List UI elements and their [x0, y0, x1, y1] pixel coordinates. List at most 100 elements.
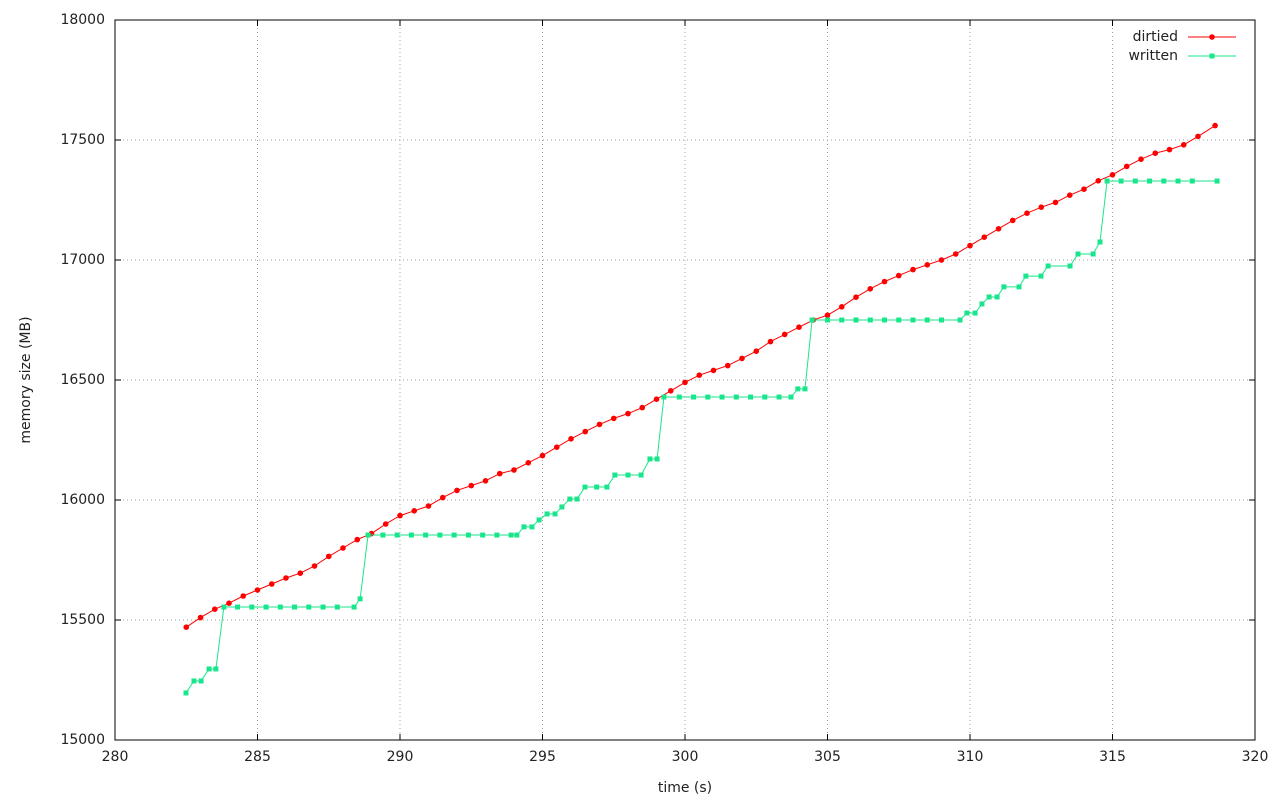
legend-label: written: [1128, 48, 1178, 64]
data-point: [1195, 133, 1201, 140]
data-point: [1045, 263, 1051, 269]
data-point: [802, 386, 808, 392]
data-point: [277, 604, 283, 610]
data-point: [437, 532, 443, 538]
data-point: [939, 317, 944, 323]
data-point: [311, 563, 318, 569]
data-point: [1023, 273, 1029, 279]
data-point: [719, 394, 725, 400]
data-point: [354, 536, 361, 543]
data-point: [682, 379, 688, 386]
data-point: [451, 532, 457, 538]
data-point: [1066, 192, 1073, 198]
data-point: [994, 294, 1000, 300]
data-point: [536, 517, 542, 523]
x-tick-label: 290: [387, 749, 414, 765]
data-point: [724, 362, 731, 369]
data-point: [334, 604, 340, 610]
data-point: [1097, 239, 1103, 245]
data-point: [1132, 178, 1138, 184]
legend-label: dirtied: [1133, 29, 1178, 45]
data-point: [183, 624, 190, 630]
data-point: [411, 508, 418, 514]
data-point: [1152, 150, 1159, 156]
data-point: [1095, 178, 1102, 184]
data-point: [979, 301, 985, 307]
data-point: [206, 666, 212, 672]
data-point: [938, 257, 945, 263]
data-point: [647, 456, 653, 462]
data-point: [710, 367, 717, 374]
data-point: [995, 226, 1002, 232]
data-point: [1175, 178, 1181, 184]
data-point: [213, 666, 219, 672]
data-point: [423, 532, 429, 538]
data-point: [397, 512, 403, 519]
data-point: [853, 294, 859, 301]
data-point: [1081, 186, 1087, 192]
data-point: [753, 348, 760, 355]
data-point: [494, 532, 500, 538]
data-point: [867, 286, 874, 292]
x-tick-label: 285: [244, 749, 271, 765]
data-point: [1016, 284, 1022, 290]
data-point: [881, 278, 888, 285]
y-tick-label: 15000: [60, 732, 105, 748]
x-tick-label: 320: [1242, 749, 1269, 765]
data-point: [525, 460, 532, 466]
data-point: [221, 604, 227, 610]
data-point: [967, 242, 973, 249]
data-point: [559, 504, 565, 510]
data-point: [596, 421, 603, 428]
data-point: [639, 404, 646, 411]
x-tick-label: 310: [957, 749, 984, 765]
data-point: [748, 394, 754, 400]
data-point: [552, 511, 558, 517]
data-point: [249, 604, 255, 610]
plot-border: [114, 19, 1256, 741]
data-point: [1180, 142, 1187, 148]
data-point: [1052, 199, 1059, 206]
y-axis-label: memory size (MB): [18, 316, 34, 443]
data-point: [696, 372, 703, 379]
data-point: [1166, 146, 1173, 153]
data-point: [582, 484, 588, 490]
data-point: [1118, 178, 1124, 184]
x-tick-label: 295: [529, 749, 556, 765]
data-point: [1024, 210, 1030, 216]
x-tick-label: 280: [102, 749, 129, 765]
data-point: [539, 452, 546, 459]
data-point: [781, 331, 788, 338]
data-point: [1090, 251, 1096, 257]
legend-marker: [1209, 53, 1215, 59]
data-point: [357, 596, 363, 602]
data-point: [825, 317, 830, 323]
data-point: [320, 604, 326, 610]
data-point: [972, 310, 978, 316]
data-point: [676, 394, 682, 400]
data-point: [691, 394, 697, 400]
data-point: [1161, 178, 1167, 184]
data-point: [240, 593, 247, 599]
data-point: [191, 678, 197, 684]
data-point: [235, 604, 241, 610]
data-point: [795, 386, 801, 392]
data-point: [544, 511, 550, 517]
data-point: [394, 532, 400, 538]
data-point: [910, 317, 916, 323]
data-point: [896, 317, 902, 323]
data-point: [439, 494, 446, 501]
data-point: [508, 532, 514, 538]
data-point: [292, 604, 298, 610]
data-point: [981, 234, 988, 240]
data-point: [254, 587, 261, 593]
data-point: [1214, 178, 1220, 184]
y-tick-label: 16500: [60, 372, 105, 388]
data-point: [796, 324, 802, 331]
data-point: [468, 482, 475, 489]
data-point: [654, 456, 660, 462]
data-point: [739, 355, 745, 362]
data-point: [297, 570, 304, 576]
data-point: [365, 532, 371, 538]
y-tick-label: 16000: [60, 492, 105, 508]
